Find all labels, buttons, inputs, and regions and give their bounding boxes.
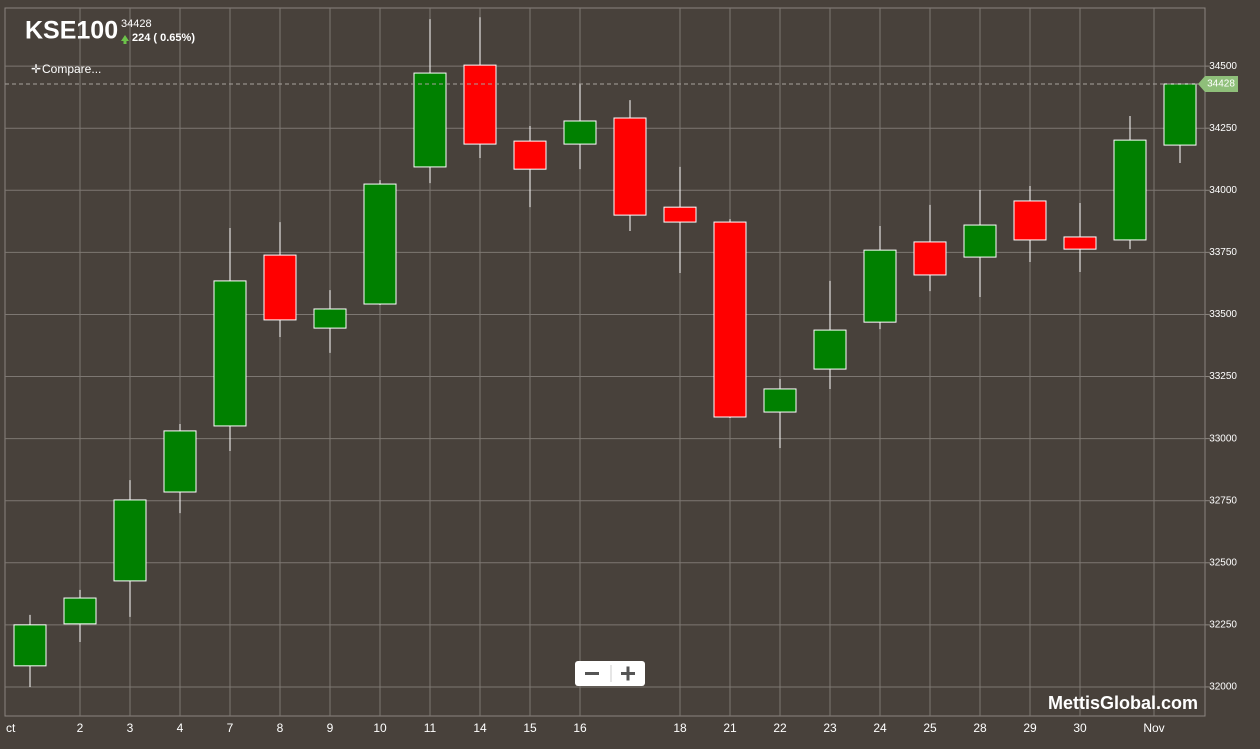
zoom-in[interactable] — [621, 666, 635, 681]
x-tick-label: 3 — [127, 721, 134, 735]
month-label: Nov — [1143, 721, 1164, 735]
candle-body — [413, 72, 447, 168]
change-label: 224 ( 0.65%) — [132, 32, 195, 44]
x-tick-label: 25 — [923, 721, 937, 735]
y-tick-label: 34500 — [1209, 61, 1237, 72]
candle-body — [1013, 200, 1047, 241]
candle-body — [513, 140, 547, 170]
x-tick-label: 18 — [673, 721, 687, 735]
x-tick-label: 29 — [1023, 721, 1037, 735]
y-tick-label: 34000 — [1209, 185, 1237, 196]
x-tick-label: 10 — [373, 721, 387, 735]
y-tick-label: 33250 — [1209, 371, 1237, 382]
y-tick-label: 32000 — [1209, 682, 1237, 693]
candle-body — [263, 254, 297, 321]
candle-body — [63, 597, 97, 625]
x-tick-label: 24 — [873, 721, 887, 735]
x-tick-label: 21 — [723, 721, 737, 735]
y-tick-label: 33000 — [1209, 433, 1237, 444]
candle-body — [663, 206, 697, 223]
candle-body — [13, 624, 47, 667]
x-tick-label: 9 — [327, 721, 334, 735]
header-price: 34428 — [121, 18, 152, 30]
y-tick-label: 33750 — [1209, 247, 1237, 258]
x-tick-label: 16 — [573, 721, 587, 735]
x-tick-label: 23 — [823, 721, 837, 735]
x-tick-label: 14 — [473, 721, 487, 735]
y-tick-label: 32750 — [1209, 495, 1237, 506]
compare-button[interactable]: Compare... — [42, 62, 101, 76]
x-tick-label: 8 — [277, 721, 284, 735]
x-tick-label: 28 — [973, 721, 987, 735]
candle-body — [763, 388, 797, 413]
candle-body — [813, 329, 847, 370]
candle-body — [613, 117, 647, 216]
y-tick-label: 32250 — [1209, 620, 1237, 631]
last-price-tag-bg — [1198, 75, 1238, 92]
x-tick-label: 22 — [773, 721, 787, 735]
candle-body — [913, 241, 947, 276]
zoom-out[interactable] — [585, 672, 599, 675]
compare-icon[interactable]: ✛ — [31, 62, 41, 76]
candle-body — [963, 224, 997, 258]
x-tick-label: 7 — [227, 721, 234, 735]
y-tick-label: 32500 — [1209, 557, 1237, 568]
x-tick-label: 15 — [523, 721, 537, 735]
up-arrow — [121, 35, 129, 44]
y-tick-label: 34250 — [1209, 123, 1237, 134]
candle-body — [1063, 236, 1097, 250]
watermark: MettisGlobal.com — [1048, 693, 1198, 713]
candle-body — [163, 430, 197, 493]
plot-frame — [4, 7, 1206, 717]
candle-body — [363, 183, 397, 305]
candle-body — [563, 120, 597, 145]
candle-body — [113, 499, 147, 582]
candle-body — [863, 249, 897, 323]
month-label: ct — [6, 721, 16, 735]
candle-body — [463, 64, 497, 145]
last-price-tag: 34428 — [1207, 79, 1235, 90]
zoom-controls — [575, 661, 645, 686]
candle-body — [313, 308, 347, 329]
candle-body — [713, 221, 747, 418]
x-tick-label: 2 — [77, 721, 84, 735]
x-tick-label: 11 — [424, 721, 437, 735]
y-tick-label: 33500 — [1209, 309, 1237, 320]
x-tick-label: 4 — [177, 721, 184, 735]
candle-body — [213, 280, 247, 427]
plot-layer: 32000 32250 32500 32750 33000 33250 33500 33750… — [5, 8, 1238, 735]
chart-title: KSE100 — [25, 17, 118, 45]
candle-body — [1163, 83, 1197, 146]
candle-body — [1113, 139, 1147, 241]
x-tick-label: 30 — [1073, 721, 1087, 735]
